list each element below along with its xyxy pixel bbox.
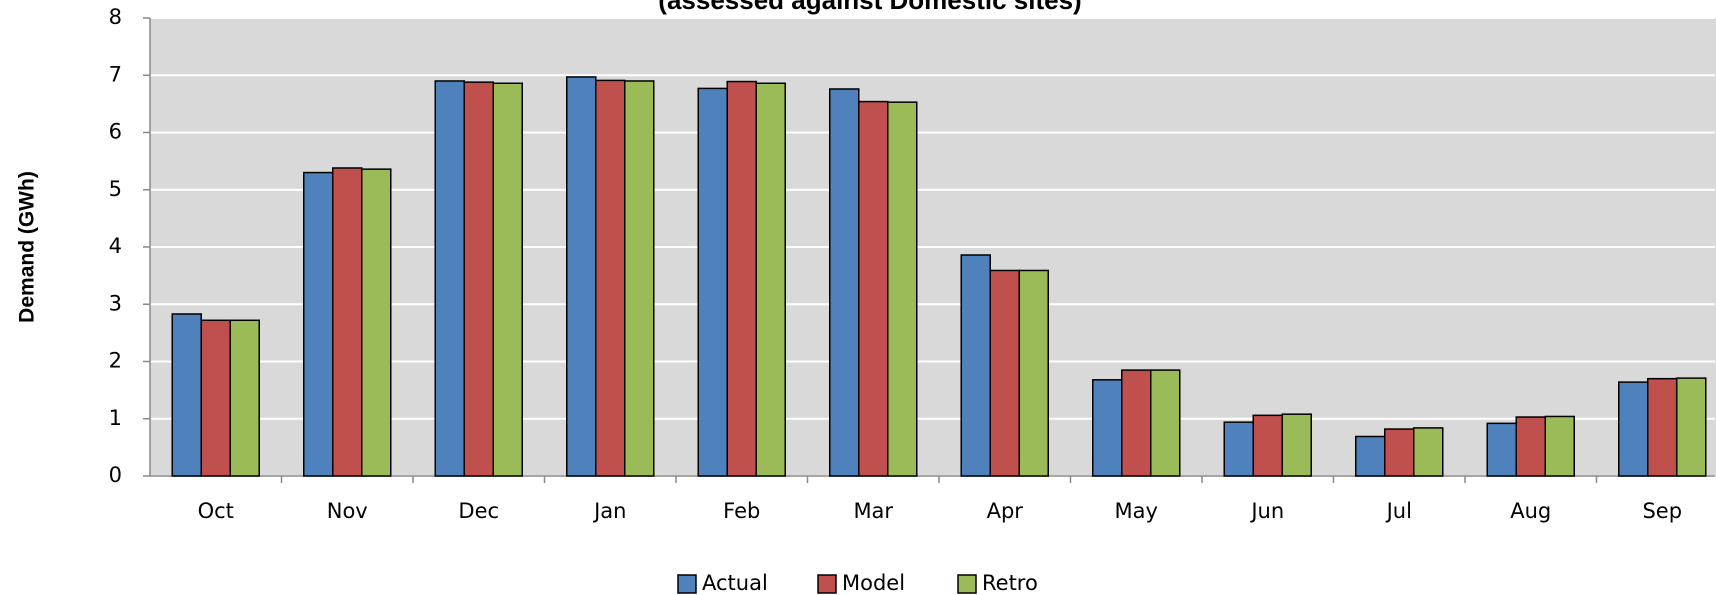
legend-swatch [677, 574, 697, 594]
bar [1486, 422, 1517, 477]
x-tick-label: Nov [327, 499, 368, 523]
bar [229, 319, 260, 477]
bar [361, 168, 392, 477]
x-tick-label: Jan [592, 499, 626, 523]
y-tick-label: 8 [109, 5, 122, 29]
bar [1618, 381, 1649, 477]
legend-swatch [957, 574, 977, 594]
bar [1544, 415, 1575, 477]
bar [1223, 421, 1254, 477]
bar [200, 319, 231, 477]
x-tick-label: Dec [458, 499, 499, 523]
y-tick-label: 4 [109, 234, 122, 258]
bar [1281, 413, 1312, 477]
x-tick-label: Oct [198, 499, 234, 523]
bar [858, 100, 889, 477]
bar [303, 171, 334, 477]
y-tick-label: 3 [109, 291, 122, 315]
x-tick-label: May [1115, 499, 1158, 523]
bar [1018, 269, 1049, 477]
chart-title: (assessed against Domestic sites) [658, 0, 1081, 15]
bar [1121, 369, 1152, 477]
bar [1413, 427, 1444, 477]
bar [697, 87, 728, 477]
bar [1092, 379, 1123, 477]
y-tick-label: 7 [109, 62, 122, 86]
bar [1647, 377, 1678, 477]
bar [624, 80, 655, 477]
bar [1252, 414, 1283, 477]
x-tick-label: Feb [723, 499, 760, 523]
bar [1150, 369, 1181, 477]
x-tick-label: Jun [1249, 499, 1284, 523]
x-tick-label: Mar [853, 499, 893, 523]
x-tick-label: Apr [987, 499, 1024, 523]
bar [887, 101, 918, 477]
bar [595, 79, 626, 477]
legend-label: Actual [702, 571, 768, 595]
bar [726, 80, 757, 477]
y-tick-label: 1 [109, 406, 122, 430]
bar [1384, 428, 1415, 477]
legend-label: Retro [982, 571, 1038, 595]
bar [1515, 416, 1546, 477]
bar [829, 88, 860, 477]
bar [1676, 377, 1707, 477]
y-tick-label: 2 [109, 349, 122, 373]
y-tick-label: 5 [109, 177, 122, 201]
bar [989, 269, 1020, 477]
legend-swatch [817, 574, 837, 594]
x-tick-label: Sep [1642, 499, 1682, 523]
x-tick-label: Jul [1385, 499, 1412, 523]
bar [755, 82, 786, 477]
bar [332, 167, 363, 477]
x-tick-label: Aug [1510, 499, 1551, 523]
legend-label: Model [842, 571, 905, 595]
bar [492, 82, 523, 477]
bar [960, 254, 991, 477]
bar [566, 76, 597, 477]
y-tick-label: 0 [109, 463, 122, 487]
y-tick-label: 6 [109, 120, 122, 144]
y-axis-title: Demand (GWh) [16, 171, 39, 323]
bar [1355, 435, 1386, 477]
bar [171, 313, 202, 477]
bar [434, 80, 465, 477]
bar [463, 81, 494, 477]
